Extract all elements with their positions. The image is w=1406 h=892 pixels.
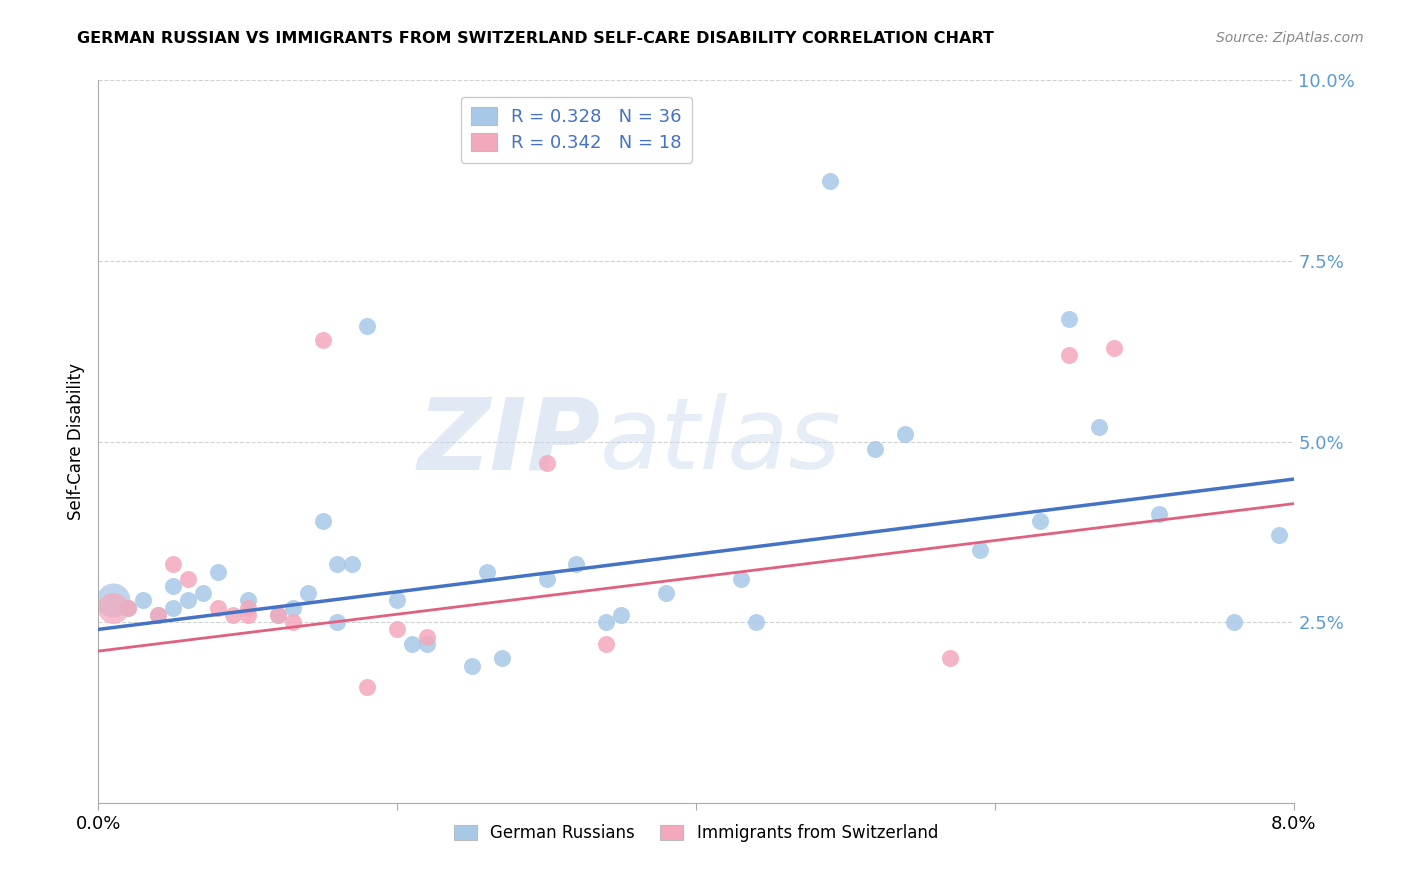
Point <box>1267 528 1289 542</box>
Text: ZIP: ZIP <box>418 393 600 490</box>
Point <box>356 318 378 333</box>
Point <box>610 607 633 622</box>
Point <box>536 572 558 586</box>
Point <box>1028 514 1050 528</box>
Point <box>267 607 290 622</box>
Point <box>565 558 588 572</box>
Point <box>297 586 319 600</box>
Point <box>745 615 768 630</box>
Point <box>177 572 200 586</box>
Point <box>191 586 214 600</box>
Point <box>103 600 125 615</box>
Point <box>236 607 259 622</box>
Point <box>595 637 617 651</box>
Point <box>342 558 364 572</box>
Point <box>356 680 378 694</box>
Text: Source: ZipAtlas.com: Source: ZipAtlas.com <box>1216 31 1364 45</box>
Point <box>969 542 991 557</box>
Point <box>162 558 184 572</box>
Legend: German Russians, Immigrants from Switzerland: German Russians, Immigrants from Switzer… <box>447 817 945 848</box>
Point <box>148 607 170 622</box>
Point <box>281 600 304 615</box>
Text: atlas: atlas <box>600 393 842 490</box>
Point <box>311 334 333 348</box>
Point <box>117 600 139 615</box>
Point <box>491 651 513 665</box>
Y-axis label: Self-Care Disability: Self-Care Disability <box>66 363 84 520</box>
Point <box>536 456 558 470</box>
Point <box>177 593 200 607</box>
Point <box>401 637 423 651</box>
Point <box>162 600 184 615</box>
Point <box>236 600 259 615</box>
Point <box>1059 348 1081 362</box>
Point <box>461 658 484 673</box>
Point <box>267 607 290 622</box>
Point <box>326 558 349 572</box>
Point <box>162 579 184 593</box>
Point <box>865 442 887 456</box>
Point <box>311 514 333 528</box>
Point <box>117 600 139 615</box>
Point <box>207 565 229 579</box>
Point <box>595 615 617 630</box>
Point <box>281 615 304 630</box>
Point <box>207 600 229 615</box>
Point <box>1147 507 1170 521</box>
Point <box>1059 311 1081 326</box>
Point <box>1088 420 1111 434</box>
Point <box>222 607 245 622</box>
Point <box>820 174 842 188</box>
Point <box>1223 615 1246 630</box>
Point <box>939 651 962 665</box>
Point <box>103 593 125 607</box>
Point <box>236 593 259 607</box>
Text: GERMAN RUSSIAN VS IMMIGRANTS FROM SWITZERLAND SELF-CARE DISABILITY CORRELATION C: GERMAN RUSSIAN VS IMMIGRANTS FROM SWITZE… <box>77 31 994 46</box>
Point <box>326 615 349 630</box>
Point <box>1104 341 1126 355</box>
Point <box>416 637 439 651</box>
Point <box>385 593 409 607</box>
Point <box>385 623 409 637</box>
Point <box>730 572 752 586</box>
Point <box>416 630 439 644</box>
Point <box>132 593 155 607</box>
Point <box>148 607 170 622</box>
Point <box>475 565 498 579</box>
Point <box>655 586 678 600</box>
Point <box>894 427 917 442</box>
